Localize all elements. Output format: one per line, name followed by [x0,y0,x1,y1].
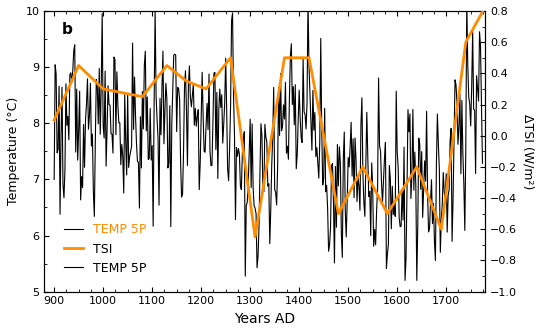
TSI [156,74,162,78]
TSI [332,196,339,200]
TEMP 5P [93,78,100,82]
TSI [479,10,486,14]
TEMP 5P [479,161,486,165]
TEMP 5P [341,130,347,134]
TEMP 5P [332,165,339,168]
TEMP 5P [402,278,408,282]
TSI [341,200,347,204]
TEMP 5P [306,64,312,68]
TEMP 5P [305,0,311,2]
TEMP 5P [425,230,432,234]
TSI [306,56,312,60]
Y-axis label: ΔTSI (W/m²): ΔTSI (W/m²) [521,114,534,189]
TEMP 5P [51,177,57,181]
TSI [424,192,431,196]
TSI [51,118,57,122]
Text: b: b [62,22,73,37]
X-axis label: Years AD: Years AD [234,312,295,326]
TSI [93,80,100,84]
Legend: TEMP 5P, TSI, TEMP 5P: TEMP 5P, TSI, TEMP 5P [60,218,151,280]
Y-axis label: Temperature (°C): Temperature (°C) [7,97,20,205]
Line: TSI: TSI [54,12,483,237]
TSI [252,235,258,239]
TEMP 5P [156,203,162,207]
Line: TEMP 5P: TEMP 5P [54,0,483,280]
